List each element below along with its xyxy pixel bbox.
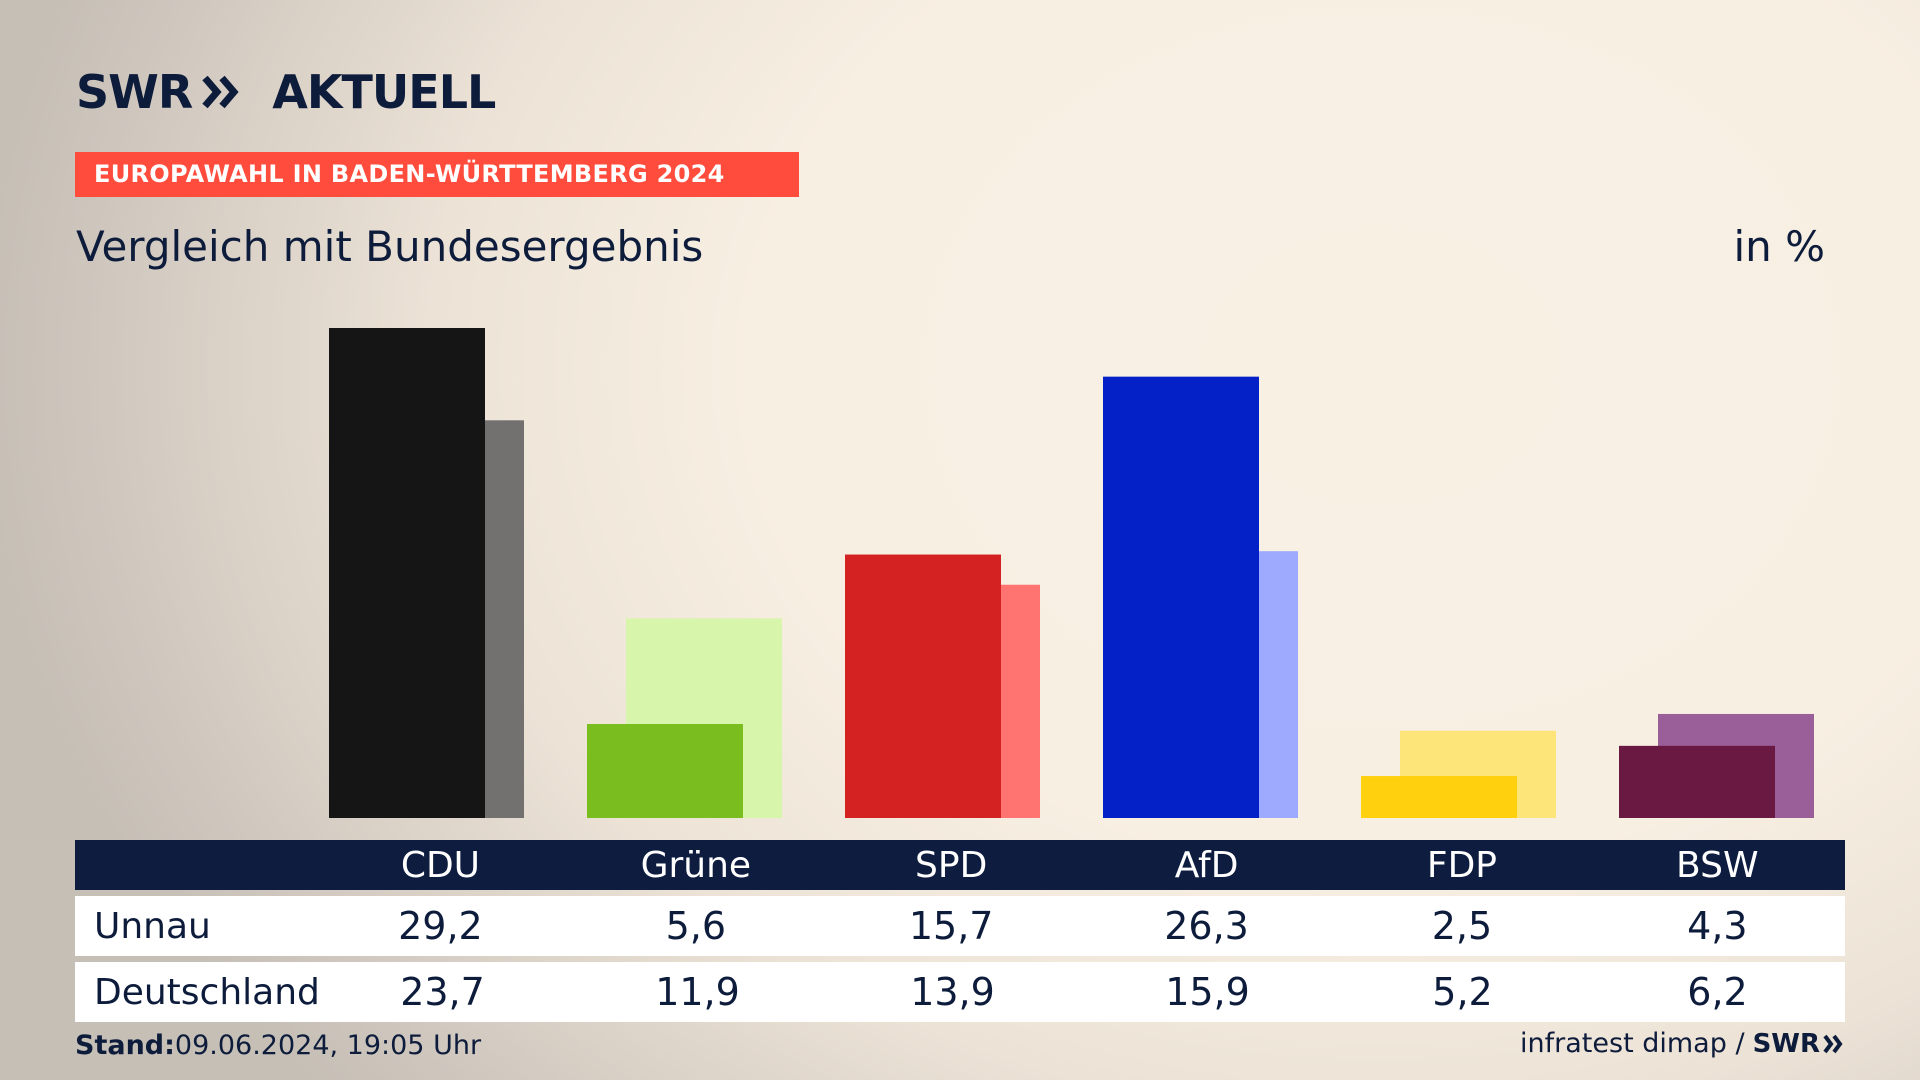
timestamp: Stand:09.06.2024, 19:05 Uhr bbox=[75, 1030, 481, 1061]
header-party: AfD bbox=[1174, 844, 1239, 886]
bar-unnau-4 bbox=[1361, 776, 1517, 818]
table-cell: 6,2 bbox=[1687, 970, 1748, 1014]
small-logo-text: SWR bbox=[1752, 1028, 1820, 1059]
unit-label: in % bbox=[1733, 222, 1825, 271]
chart-title: Vergleich mit Bundesergebnis bbox=[76, 222, 704, 271]
table-cell: 15,7 bbox=[908, 904, 994, 948]
table-cell: 4,3 bbox=[1687, 904, 1748, 948]
bar-unnau-1 bbox=[587, 724, 743, 818]
table-header: CDU Grüne SPD AfD FDP BSW bbox=[75, 840, 1845, 890]
table-cell: 15,9 bbox=[1165, 970, 1250, 1014]
header-party: BSW bbox=[1676, 844, 1759, 886]
table-row: Unnau 29,2 5,6 15,7 26,3 2,5 4,3 bbox=[75, 896, 1845, 956]
source-text: infratest dimap / bbox=[1520, 1028, 1745, 1059]
bar-chart bbox=[329, 328, 1814, 818]
table-cell: 2,5 bbox=[1431, 904, 1493, 948]
table-cell: 26,3 bbox=[1164, 904, 1249, 948]
row-label: Deutschland bbox=[94, 971, 320, 1013]
table-cell: 5,6 bbox=[665, 904, 727, 948]
table-row: Deutschland 23,7 11,9 13,9 15,9 5,2 6,2 bbox=[75, 962, 1845, 1022]
bar-unnau-5 bbox=[1619, 745, 1775, 818]
table-cell: 29,2 bbox=[398, 904, 483, 948]
source-credit: infratest dimap / SWR bbox=[1520, 1028, 1845, 1059]
header-spacer bbox=[75, 840, 313, 890]
logo-swr-text: SWR bbox=[76, 65, 193, 119]
kicker-banner: EUROPAWAHL IN BADEN-WÜRTTEMBERG 2024 bbox=[75, 152, 799, 197]
header-party: SPD bbox=[915, 844, 988, 886]
bar-unnau-2 bbox=[845, 554, 1001, 818]
double-chevron-icon bbox=[202, 75, 239, 109]
header-party: CDU bbox=[400, 844, 481, 886]
header-party: FDP bbox=[1426, 844, 1497, 886]
table-cell: 23,7 bbox=[400, 970, 485, 1014]
swr-aktuell-logo: SWR AKTUELL bbox=[76, 65, 496, 119]
header-party: Grüne bbox=[640, 844, 752, 886]
table-cell: 11,9 bbox=[655, 970, 740, 1014]
bar-unnau-3 bbox=[1103, 376, 1259, 818]
results-table: CDU Grüne SPD AfD FDP BSW Unnau 29,2 5,6… bbox=[75, 840, 1845, 1022]
stand-value: 09.06.2024, 19:05 Uhr bbox=[174, 1030, 482, 1061]
double-chevron-icon bbox=[1823, 1034, 1843, 1053]
row-label: Unnau bbox=[94, 905, 211, 947]
bar-unnau-0 bbox=[329, 328, 485, 818]
swr-small-logo: SWR bbox=[1753, 1029, 1845, 1059]
table-cell: 13,9 bbox=[910, 970, 995, 1014]
table-cell: 5,2 bbox=[1432, 970, 1493, 1014]
stand-label: Stand: bbox=[75, 1030, 175, 1061]
logo-aktuell-text: AKTUELL bbox=[272, 65, 496, 119]
